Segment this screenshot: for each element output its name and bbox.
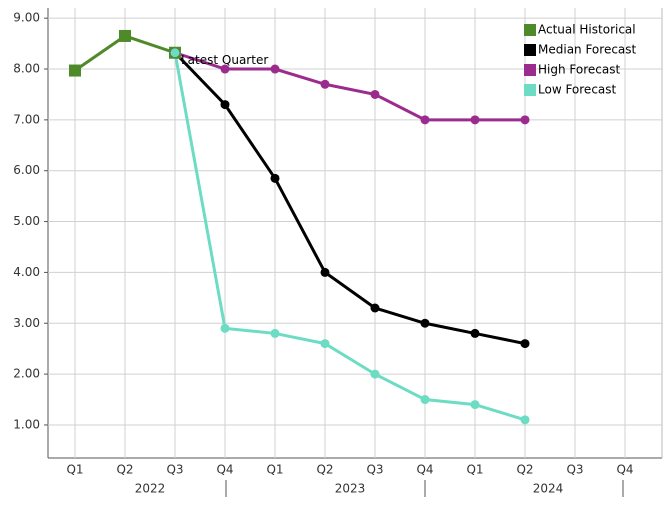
y-tick-label: 8.00 — [13, 62, 40, 76]
marker — [520, 339, 530, 349]
y-tick-label: 9.00 — [13, 11, 40, 25]
marker — [320, 79, 330, 89]
legend-swatch — [524, 44, 536, 56]
y-tick-label: 6.00 — [13, 163, 40, 177]
marker — [420, 115, 430, 125]
y-tick-label: 3.00 — [13, 316, 40, 330]
marker — [470, 400, 480, 410]
marker — [270, 64, 280, 74]
x-tick-label: Q2 — [316, 463, 333, 477]
x-tick-label: Q3 — [366, 463, 383, 477]
series-line — [173, 52, 526, 422]
legend-label: Actual Historical — [538, 23, 636, 37]
x-tick-label: Q1 — [466, 463, 483, 477]
marker — [370, 89, 380, 99]
marker — [69, 64, 81, 77]
marker — [520, 115, 530, 125]
annotation: Latest Quarter — [181, 53, 268, 67]
marker — [370, 303, 380, 313]
legend-swatch — [524, 84, 536, 96]
marker — [170, 48, 180, 58]
year-label: 2024 — [533, 482, 564, 496]
y-tick-label: 5.00 — [13, 214, 40, 228]
x-tick-label: Q2 — [116, 463, 133, 477]
x-tick-label: Q1 — [266, 463, 283, 477]
marker — [220, 323, 230, 333]
x-tick-label: Q4 — [616, 463, 633, 477]
marker — [470, 328, 480, 338]
marker — [320, 267, 330, 277]
marker — [270, 173, 280, 183]
legend-swatch — [524, 64, 536, 76]
legend-label: Low Forecast — [538, 83, 617, 97]
x-tick-label: Q3 — [166, 463, 183, 477]
marker — [470, 115, 480, 125]
x-tick-label: Q2 — [516, 463, 533, 477]
marker — [420, 318, 430, 328]
y-tick-label: 4.00 — [13, 265, 40, 279]
marker — [520, 415, 530, 425]
legend-swatch — [524, 24, 536, 36]
marker — [320, 339, 330, 349]
year-label: 2022 — [135, 482, 166, 496]
marker — [420, 395, 430, 405]
legend-label: Median Forecast — [538, 43, 637, 57]
x-tick-label: Q3 — [566, 463, 583, 477]
y-tick-label: 1.00 — [13, 417, 40, 431]
legend-label: High Forecast — [538, 63, 620, 77]
marker — [370, 369, 380, 379]
marker — [220, 64, 230, 74]
x-tick-label: Q4 — [416, 463, 433, 477]
marker — [270, 328, 280, 338]
x-tick-label: Q1 — [66, 463, 83, 477]
y-tick-label: 2.00 — [13, 367, 40, 381]
series-line — [173, 51, 526, 346]
x-tick-label: Q4 — [216, 463, 233, 477]
marker — [220, 100, 230, 110]
marker — [119, 29, 131, 42]
year-label: 2023 — [335, 482, 366, 496]
y-tick-label: 7.00 — [13, 112, 40, 126]
series-line — [174, 51, 525, 122]
